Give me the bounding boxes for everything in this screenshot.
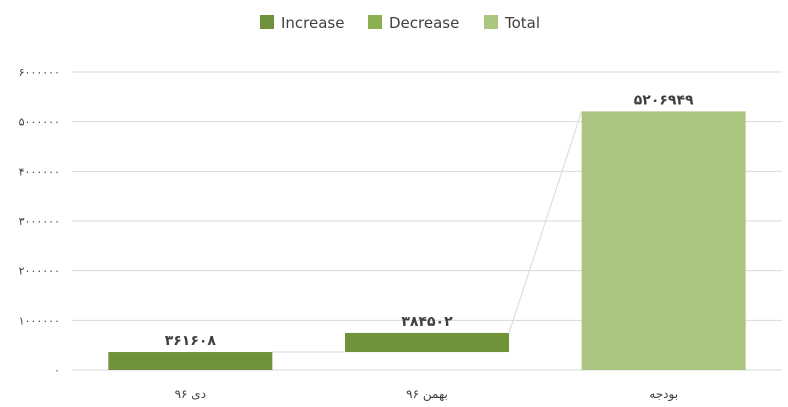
bars xyxy=(108,111,746,371)
data-labels: ۳۶۱۶۰۸ ۳۸۴۵۰۲ ۵۲۰۶۹۴۹ xyxy=(165,92,694,349)
legend-label-decrease: Decrease xyxy=(389,14,459,32)
data-label: ۵۲۰۶۹۴۹ xyxy=(634,92,694,108)
connector-line xyxy=(508,111,583,334)
connector-lines xyxy=(272,111,583,353)
x-tick-label: بهمن ۹۶ xyxy=(406,387,448,402)
bar-total xyxy=(581,111,746,371)
y-tick-label: ۳۰۰۰۰۰۰ xyxy=(19,215,60,228)
x-tick-label: بودجه xyxy=(649,387,678,402)
legend-swatch-total xyxy=(484,15,498,29)
legend-swatch-decrease xyxy=(368,15,382,29)
data-label: ۳۸۴۵۰۲ xyxy=(401,314,453,330)
x-axis: دی ۹۶ بهمن ۹۶ بودجه xyxy=(175,387,678,402)
legend-swatch-increase xyxy=(260,15,274,29)
chart-legend: Increase Decrease Total xyxy=(260,14,540,32)
y-axis: ۰ ۱۰۰۰۰۰۰ ۲۰۰۰۰۰۰ ۳۰۰۰۰۰۰ ۴۰۰۰۰۰۰ ۵۰۰۰۰۰۰ ۶۰۰۰… xyxy=(19,66,60,377)
data-label: ۳۶۱۶۰۸ xyxy=(165,333,217,349)
y-tick-label: ۲۰۰۰۰۰۰ xyxy=(19,265,60,278)
legend-label-total: Total xyxy=(504,14,540,32)
legend-label-increase: Increase xyxy=(281,14,344,32)
y-tick-label: ۶۰۰۰۰۰۰ xyxy=(19,66,60,79)
bar-increase xyxy=(108,352,273,370)
x-tick-label: دی ۹۶ xyxy=(175,387,206,401)
y-tick-label: ۵۰۰۰۰۰۰ xyxy=(19,116,60,129)
bar-increase xyxy=(345,332,509,353)
y-tick-label: ۴۰۰۰۰۰۰ xyxy=(19,165,60,178)
y-tick-label: ۱۰۰۰۰۰۰ xyxy=(19,314,60,327)
y-tick-label: ۰ xyxy=(54,364,60,377)
